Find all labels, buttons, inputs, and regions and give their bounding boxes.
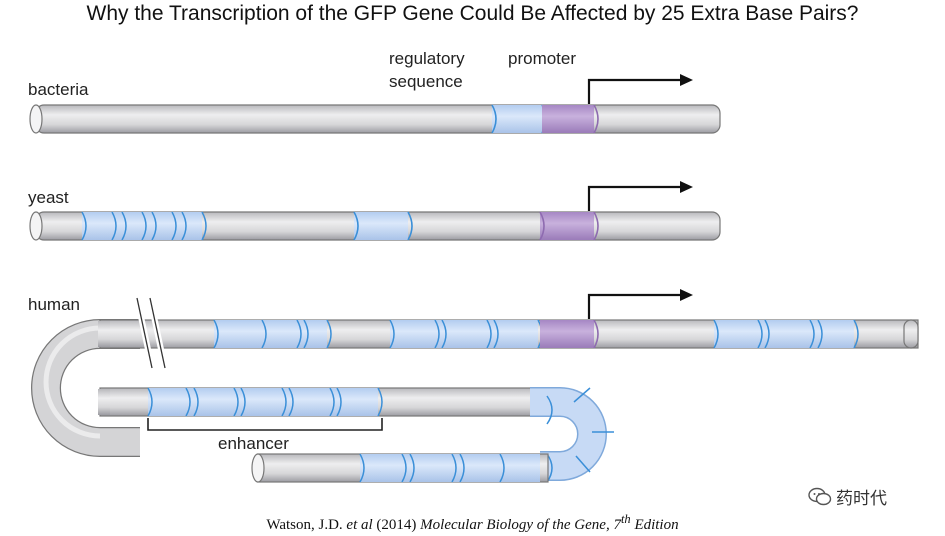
bacteria-dna [29, 104, 721, 134]
yeast-regulatory-sequence [354, 212, 408, 240]
bacteria-regulatory-sequence [492, 105, 542, 133]
human-enhancer-region [148, 388, 378, 416]
human-regulatory-sequence-group-2 [390, 320, 538, 348]
citation-year: (2014) [372, 517, 421, 533]
human-dna [31, 297, 919, 483]
yeast-dna [29, 211, 721, 241]
citation-book: Molecular Biology of the Gene, 7 [420, 517, 621, 533]
citation: Watson, J.D. et al (2014) Molecular Biol… [0, 512, 945, 534]
enhancer-bracket [147, 418, 383, 431]
wechat-icon [808, 487, 832, 505]
citation-authors: Watson, J.D. [266, 517, 347, 533]
promoter-label: promoter [508, 49, 576, 68]
human-transcription-arrow [587, 289, 693, 319]
watermark-text: 药时代 [836, 489, 887, 509]
yeast-label: yeast [28, 188, 69, 207]
human-label: human [28, 295, 80, 314]
yeast-regulatory-sequences-cluster [82, 212, 202, 240]
citation-superscript: th [620, 512, 631, 526]
enhancer-label: enhancer [218, 434, 289, 453]
human-regulatory-sequence-group-3 [714, 320, 854, 348]
regulatory-sequence-label-line1: regulatory [389, 49, 465, 68]
human-regulatory-sequence-group-1 [214, 320, 327, 348]
human-regulatory-sequence-group-4 [360, 454, 540, 482]
figure-title: Why the Transcription of the GFP Gene Co… [86, 2, 859, 25]
yeast-transcription-arrow [587, 181, 693, 211]
bacteria-transcription-arrow [587, 74, 693, 104]
yeast-promoter [540, 212, 594, 240]
bacteria-promoter [542, 105, 594, 133]
citation-edition: Edition [630, 517, 679, 533]
regulatory-sequence-label-line2: sequence [389, 72, 463, 91]
watermark: 药时代 [808, 484, 887, 509]
citation-etal: et al [346, 517, 373, 533]
human-promoter [540, 320, 594, 348]
bacteria-label: bacteria [28, 80, 89, 99]
